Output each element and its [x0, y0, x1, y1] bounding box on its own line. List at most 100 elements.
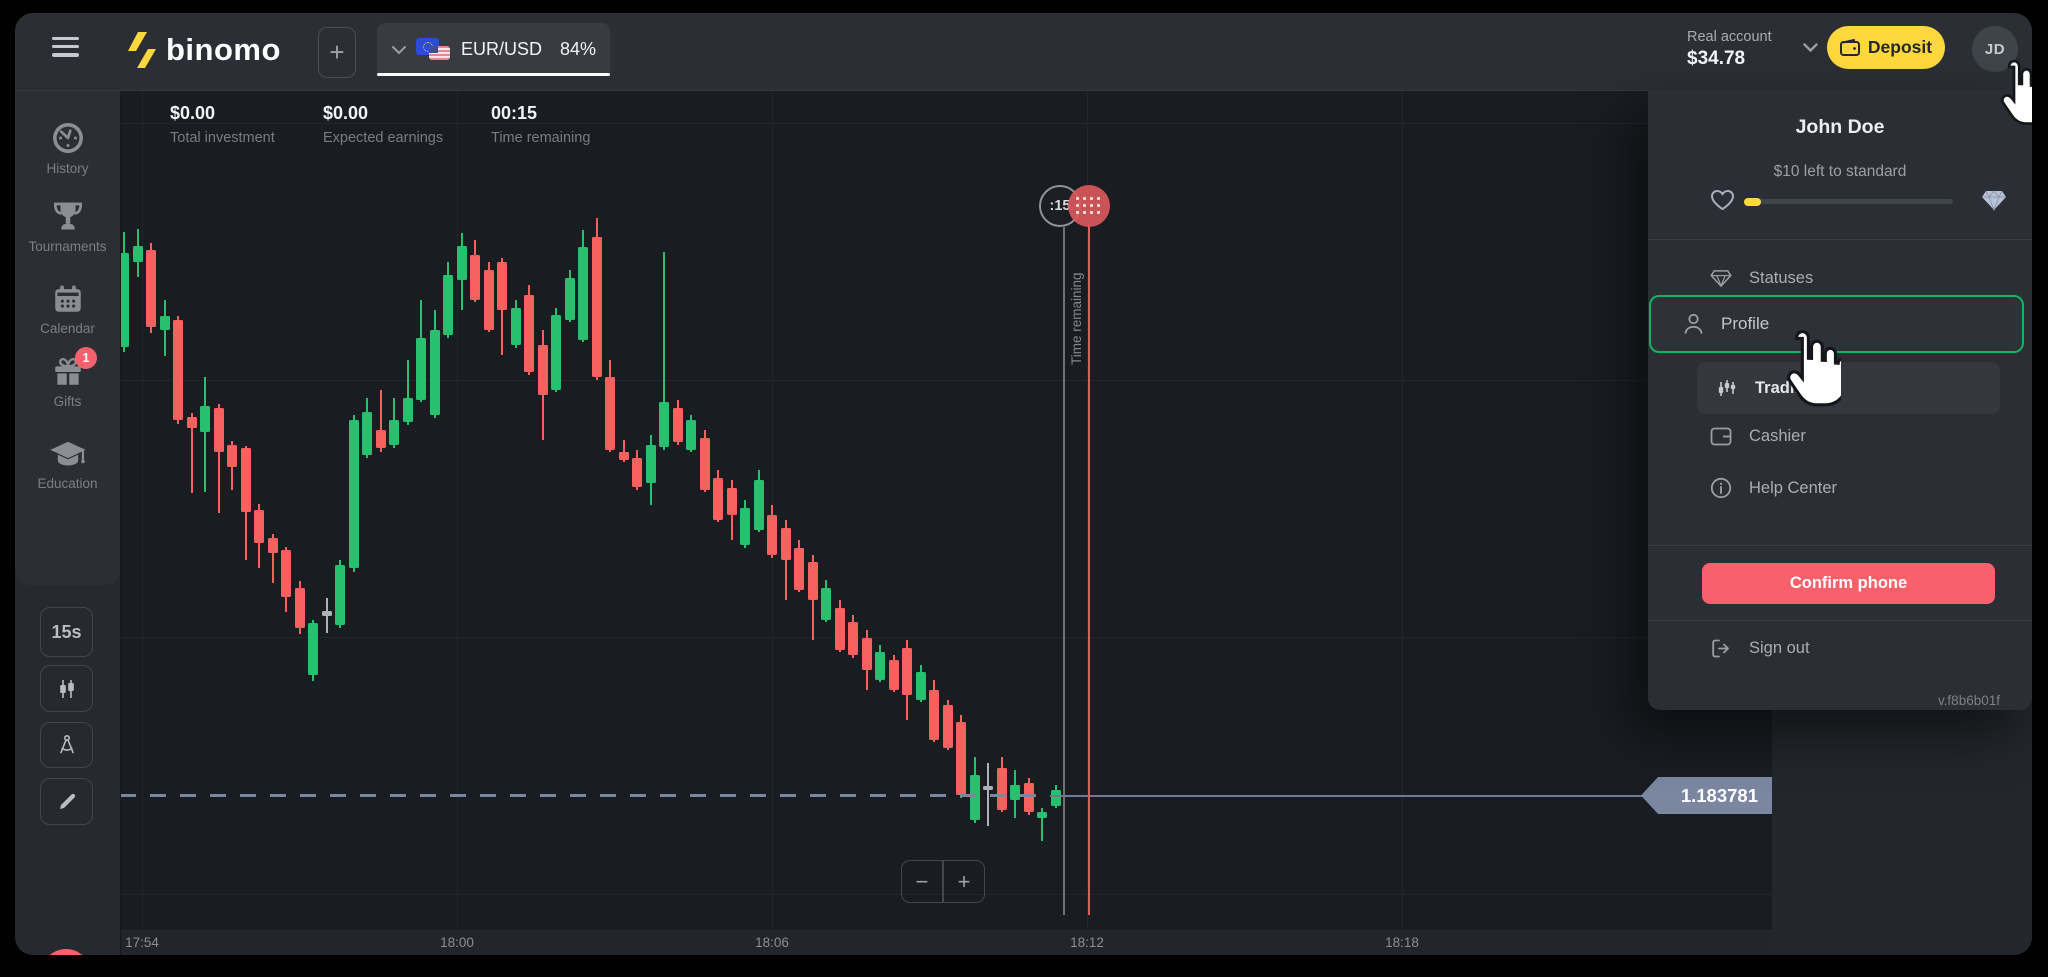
top-bar: binomo + EUR/USD 84% Real account $34.78 — [15, 13, 2032, 91]
stat-value: $0.00 — [170, 103, 216, 123]
sidebar-item-label: Gifts — [53, 394, 82, 409]
logo-text: binomo — [166, 32, 281, 67]
current-price-line-solid — [1050, 794, 1644, 797]
sidebar-item-label: History — [46, 161, 89, 176]
price-tag: 1.183781 — [1641, 777, 1772, 814]
timeframe-button[interactable]: 15s — [40, 607, 93, 657]
drawing-tools-button[interactable] — [40, 778, 93, 825]
stat-value: 00:15 — [491, 103, 538, 123]
menu-item-label: Cashier — [1749, 426, 1806, 445]
menu-item-label: Help Center — [1749, 478, 1838, 497]
menu-item-cashier[interactable]: Cashier — [1710, 425, 1806, 447]
graduation-cap-icon — [49, 441, 86, 466]
sidebar-nav-panel — [15, 90, 120, 585]
trade-start-line — [1063, 227, 1065, 915]
sidebar-item-tournaments[interactable]: Tournaments — [15, 198, 120, 254]
user-name: John Doe — [1795, 116, 1885, 138]
asset-tab-eurusd[interactable]: EUR/USD 84% — [377, 23, 610, 76]
stat-label: Expected earnings — [323, 130, 444, 146]
trophy-icon — [53, 202, 82, 230]
us-flag-icon — [429, 45, 450, 60]
menu-item-help-center[interactable]: Help Center — [1710, 477, 1837, 499]
stat-total-investment: $0.00 Total investment — [170, 103, 275, 146]
sidebar-item-education[interactable]: Education — [15, 437, 120, 491]
stat-value: $0.00 — [323, 103, 369, 123]
gem-status-icon — [1981, 190, 2007, 211]
status-progress-fill — [1744, 197, 1761, 206]
sign-out-icon — [1710, 637, 1732, 659]
app-window: 17:54 18:00 18:06 18:12 18:18 1.183781 Time … — [15, 13, 2032, 955]
asset-pair-label: EUR/USD — [461, 39, 543, 59]
menu-item-label: Sign out — [1749, 638, 1810, 657]
wallet-icon — [1839, 39, 1860, 56]
account-type-label: Real account — [1687, 29, 1772, 45]
timeframe-label: 15s — [51, 621, 82, 642]
trade-expiry-line — [1088, 225, 1090, 915]
menu-item-label: Statuses — [1749, 268, 1814, 287]
sidebar-item-calendar[interactable]: Calendar — [15, 282, 120, 336]
stat-label: Total investment — [170, 130, 275, 146]
app-version: v.f8b6b01f — [1937, 693, 2000, 708]
history-clock-icon — [52, 123, 83, 153]
expiry-marker-circle[interactable] — [1068, 185, 1110, 227]
binomo-bolt-icon — [127, 31, 157, 69]
deposit-label: Deposit — [1867, 37, 1933, 57]
chart-zoom-controls: − + — [901, 860, 985, 903]
zoom-in-button[interactable]: + — [943, 860, 985, 903]
info-circle-icon — [1710, 477, 1732, 499]
compass-icon — [59, 734, 74, 754]
heart-status-icon — [1710, 189, 1735, 211]
person-icon — [1682, 313, 1704, 335]
menu-divider — [1648, 545, 2032, 546]
help-button[interactable]: ? — [41, 949, 91, 955]
menu-divider — [1648, 239, 2032, 240]
countdown-value: :15 — [1049, 198, 1071, 214]
gifts-notification-badge: 1 — [75, 347, 97, 369]
binomo-logo[interactable]: binomo — [127, 31, 281, 69]
asset-payout-label: 84% — [559, 39, 596, 59]
chart-type-button[interactable] — [40, 665, 93, 712]
account-dropdown-menu: John Doe $10 left to standard Statuses P… — [1648, 90, 2032, 710]
time-remaining-axis-label: Time remaining — [1069, 272, 1084, 365]
stat-time-remaining: 00:15 Time remaining — [491, 103, 590, 146]
pencil-icon — [59, 793, 75, 809]
menu-item-trading[interactable]: Trading — [1697, 362, 2000, 414]
menu-item-sign-out[interactable]: Sign out — [1710, 637, 1810, 659]
chevron-down-icon[interactable] — [391, 45, 407, 55]
indicators-button[interactable] — [40, 722, 93, 768]
status-progress-bar — [1744, 197, 1953, 206]
avatar[interactable]: JD — [1972, 26, 2018, 72]
calendar-icon — [54, 285, 81, 312]
deposit-button[interactable]: Deposit — [1827, 26, 1945, 69]
stat-expected-earnings: $0.00 Expected earnings — [323, 103, 443, 146]
gift-icon — [54, 358, 81, 385]
menu-item-profile[interactable]: Profile — [1649, 295, 2024, 353]
left-sidebar: History Tournaments Calendar 1 Gifts Edu… — [15, 90, 121, 955]
zoom-out-button[interactable]: − — [901, 860, 943, 903]
account-chevron-down-icon[interactable] — [1803, 43, 1818, 52]
menu-item-label: Profile — [1721, 314, 1770, 333]
sidebar-item-label: Tournaments — [28, 239, 107, 254]
menu-divider — [1648, 620, 2032, 621]
account-balance: $34.78 — [1687, 48, 1746, 69]
candlestick-icon — [59, 679, 74, 698]
menu-item-statuses[interactable]: Statuses — [1710, 267, 1813, 289]
gem-outline-icon — [1710, 267, 1732, 289]
sidebar-item-gifts[interactable]: 1 Gifts — [15, 347, 120, 409]
confirm-phone-button[interactable]: Confirm phone — [1702, 563, 1995, 604]
current-price-line-dashed — [120, 794, 1050, 797]
hamburger-menu-button[interactable] — [52, 37, 79, 57]
sidebar-item-label: Calendar — [40, 321, 95, 336]
flexible-expiry-icon — [1076, 196, 1102, 216]
cashier-wallet-icon — [1710, 425, 1732, 447]
status-progress-note: $10 left to standard — [1773, 163, 1907, 180]
sidebar-item-history[interactable]: History — [15, 120, 120, 176]
menu-item-label: Trading — [1755, 378, 1815, 397]
sidebar-item-label: Education — [37, 476, 98, 491]
add-asset-tab-button[interactable]: + — [318, 27, 356, 78]
stat-label: Time remaining — [491, 130, 591, 146]
trading-candles-icon — [1716, 377, 1738, 399]
account-selector[interactable]: Real account $34.78 — [1687, 29, 1805, 70]
currency-pair-flags-icon — [416, 37, 452, 63]
